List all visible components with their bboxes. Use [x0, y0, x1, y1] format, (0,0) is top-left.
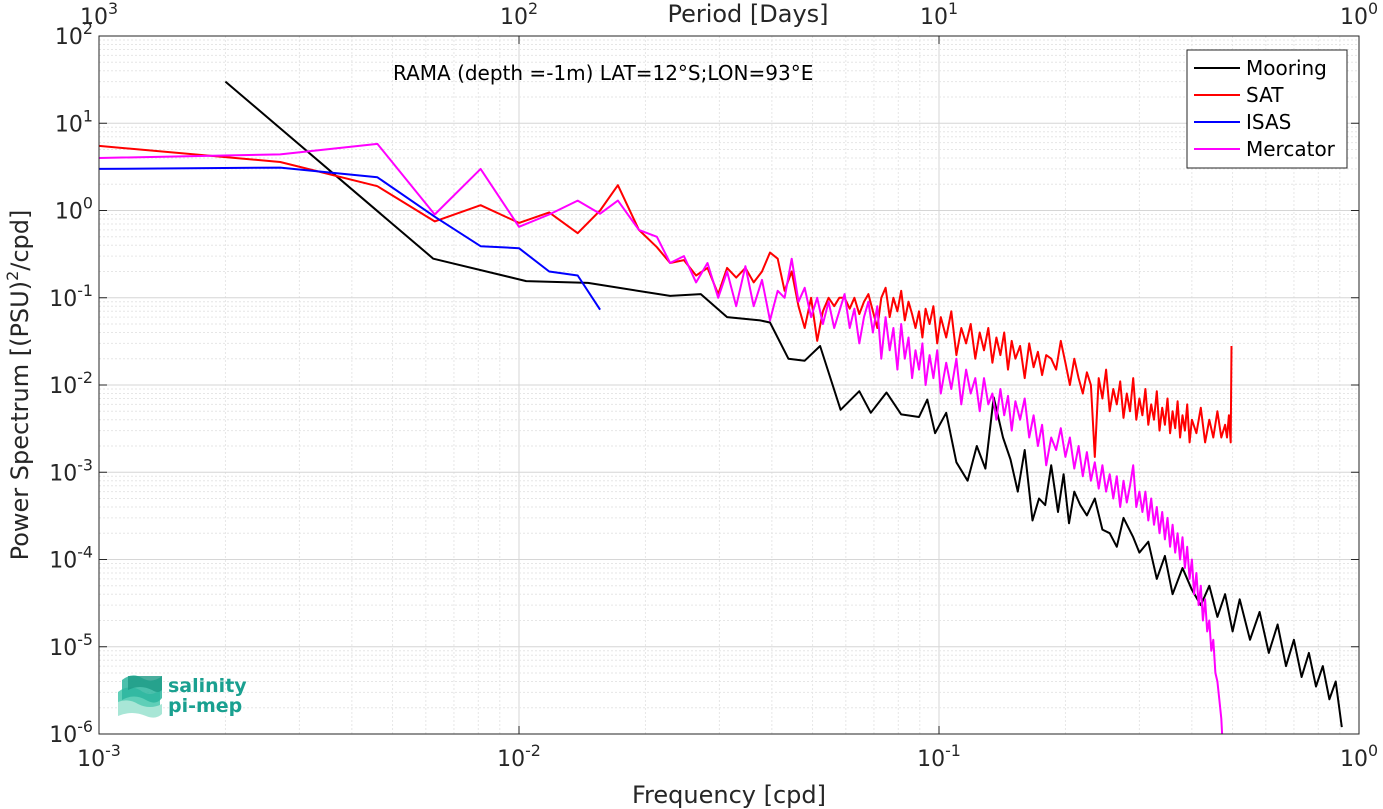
- series-line-mooring: [224, 80, 1343, 728]
- legend-label-isas: ISAS: [1246, 110, 1291, 134]
- series-line-sat: [98, 144, 1233, 458]
- x-tick-label: 100: [1340, 741, 1378, 772]
- y-tick-label-exp: -5: [77, 630, 93, 649]
- top-tick-label-base: 10: [920, 5, 948, 30]
- y-tick-label: 10-2: [49, 368, 93, 399]
- y-tick-label-base: 10: [49, 636, 77, 661]
- chart-annotation: RAMA (depth =-1m) LAT=12°S;LON=93°E: [393, 61, 813, 85]
- y-tick-label: 10-6: [49, 717, 93, 748]
- y-tick-label: 10-4: [49, 543, 93, 574]
- x-tick-label-exp: 0: [1368, 741, 1378, 760]
- x-tick-label-base: 10: [497, 747, 525, 772]
- x-tick-label-base: 10: [77, 747, 105, 772]
- x-tick-label-exp: -3: [105, 741, 121, 760]
- y-axis-title-sup: 2: [3, 271, 22, 281]
- y-axis-title: Power Spectrum [(PSU)2/cpd]: [3, 210, 34, 561]
- x-tick-label-base: 10: [1340, 747, 1368, 772]
- y-tick-label: 100: [55, 194, 93, 225]
- y-tick-label: 10-5: [49, 630, 93, 661]
- top-tick-label-exp: 3: [108, 0, 118, 18]
- grid-layer: [98, 36, 1359, 735]
- y-tick-label: 101: [55, 106, 93, 137]
- y-tick-label-base: 10: [55, 200, 83, 225]
- y-tick-label-exp: -2: [77, 368, 93, 387]
- y-tick-label-exp: 0: [83, 194, 93, 213]
- y-tick-label: 10-1: [49, 281, 93, 312]
- x-tick-label: 10-1: [917, 741, 961, 772]
- y-axis-title-tail: /cpd]: [6, 210, 34, 271]
- top-tick-label: 102: [500, 0, 538, 30]
- salinity-pi-mep-logo: salinity pi-mep: [118, 675, 247, 718]
- top-tick-label-exp: 2: [528, 0, 538, 18]
- legend-items: Mooring SAT ISAS Mercator: [1194, 56, 1336, 161]
- top-tick-label: 101: [920, 0, 958, 30]
- series-line-mercator: [98, 142, 1224, 735]
- top-tick-label-exp: 0: [1368, 0, 1378, 18]
- logo-waves-icon: [118, 675, 162, 718]
- y-tick-label-base: 10: [55, 25, 83, 50]
- y-tick-label-exp: -4: [77, 543, 93, 562]
- y-tick-label-base: 10: [49, 287, 77, 312]
- x-tick-label: 10-2: [497, 741, 541, 772]
- x-tick-label: 10-3: [77, 741, 121, 772]
- x-tick-label-exp: -1: [945, 741, 961, 760]
- y-axis-title-base: Power Spectrum [(PSU): [6, 281, 34, 560]
- legend-label-mercator: Mercator: [1246, 137, 1336, 161]
- series-layer: [98, 80, 1343, 735]
- y-tick-label-exp: -3: [77, 455, 93, 474]
- x-tick-label-base: 10: [917, 747, 945, 772]
- y-tick-label-exp: -6: [77, 717, 93, 736]
- y-tick-label-base: 10: [49, 723, 77, 748]
- y-tick-label-base: 10: [49, 549, 77, 574]
- y-tick-label: 10-3: [49, 455, 93, 486]
- legend-label-sat: SAT: [1246, 83, 1284, 107]
- top-tick-label-exp: 1: [948, 0, 958, 18]
- y-tick-label-base: 10: [55, 112, 83, 137]
- y-tick-label-base: 10: [49, 374, 77, 399]
- y-tick-label-exp: -1: [77, 281, 93, 300]
- y-tick-label-exp: 1: [83, 106, 93, 125]
- top-tick-label: 103: [80, 0, 118, 30]
- legend: Mooring SAT ISAS Mercator: [1186, 49, 1348, 169]
- y-tick-label: 102: [55, 19, 93, 50]
- top-tick-label-base: 10: [1340, 5, 1368, 30]
- logo-line-1: salinity: [168, 675, 247, 697]
- top-axis-title: Period [Days]: [667, 0, 828, 28]
- top-tick-label-base: 10: [80, 5, 108, 30]
- y-tick-label-exp: 2: [83, 19, 93, 38]
- top-tick-label-base: 10: [500, 5, 528, 30]
- logo-line-2: pi-mep: [168, 695, 242, 717]
- x-axis-title: Frequency [cpd]: [632, 781, 826, 809]
- y-tick-label-base: 10: [49, 461, 77, 486]
- x-tick-label-exp: -2: [525, 741, 541, 760]
- legend-label-mooring: Mooring: [1246, 56, 1327, 80]
- series-line-isas: [98, 166, 601, 311]
- top-tick-label: 100: [1340, 0, 1378, 30]
